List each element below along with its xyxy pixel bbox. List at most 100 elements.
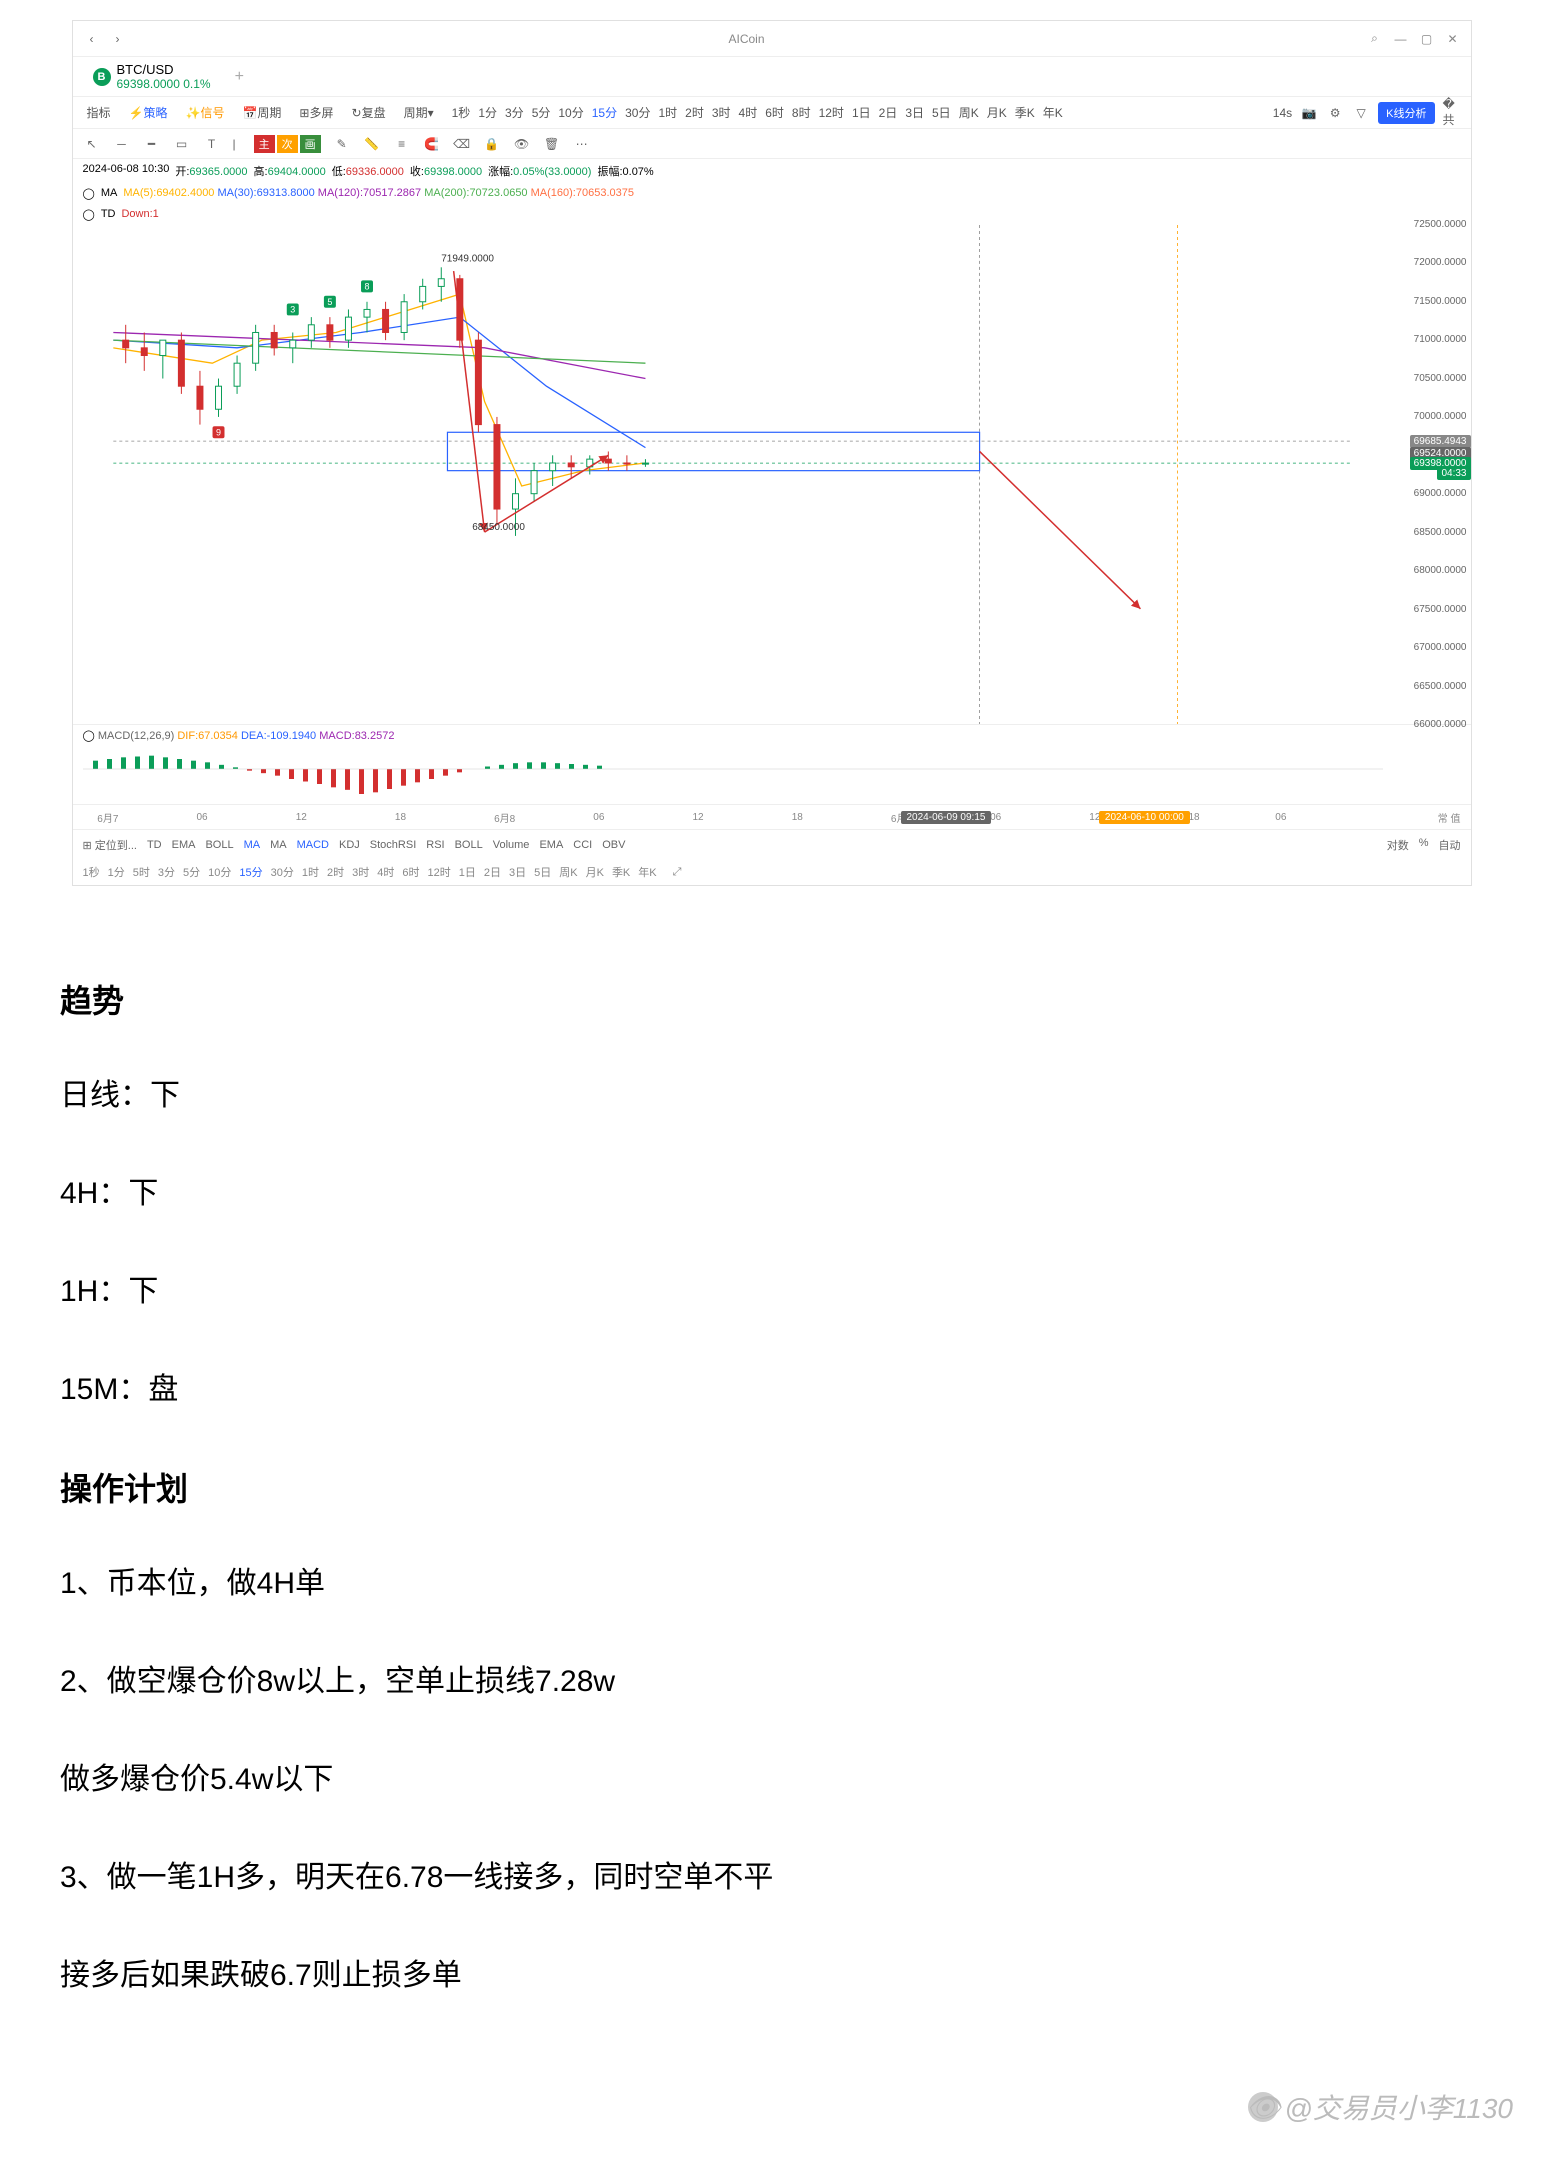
bottom-timeframe[interactable]: 月K xyxy=(586,867,604,879)
zhx-main[interactable]: 主 xyxy=(254,135,275,153)
forward-icon[interactable]: › xyxy=(109,30,127,48)
toolbar-cycle[interactable]: 周期▾ xyxy=(400,102,438,123)
timeframe-option[interactable]: 2日 xyxy=(875,104,902,122)
timeframe-option[interactable]: 10分 xyxy=(554,104,587,122)
fib-tool-icon[interactable]: ≡ xyxy=(393,135,411,153)
symbol-tab[interactable]: B BTC/USD 69398.0000 0.1% xyxy=(83,58,221,95)
indicator-item[interactable]: StochRSI xyxy=(370,839,416,851)
bottom-timeframe[interactable]: 2时 xyxy=(327,867,344,879)
ruler-tool-icon[interactable]: 📏 xyxy=(363,135,381,153)
close-icon[interactable]: ✕ xyxy=(1445,31,1461,47)
locate-button[interactable]: ⊞ 定位到... xyxy=(83,837,137,853)
timeframe-option[interactable]: 1秒 xyxy=(448,104,475,122)
bottom-timeframe[interactable]: 1秒 xyxy=(83,867,100,879)
x-right-1[interactable]: 常 xyxy=(1438,814,1448,825)
indicator-item[interactable]: MA xyxy=(244,839,261,851)
toolbar-signal[interactable]: ✨信号 xyxy=(181,102,228,123)
bottom-timeframe[interactable]: 6时 xyxy=(402,867,419,879)
bottom-timeframe[interactable]: 30分 xyxy=(271,867,294,879)
indicator-item[interactable]: EMA xyxy=(539,839,563,851)
magnet-tool-icon[interactable]: 🧲 xyxy=(423,135,441,153)
bottom-timeframe[interactable]: 1时 xyxy=(302,867,319,879)
indicator-item[interactable]: Volume xyxy=(493,839,530,851)
timeframe-option[interactable]: 1日 xyxy=(848,104,875,122)
chart-area[interactable]: 935871949.000068450.0000 72500.000072000… xyxy=(73,225,1471,725)
toolbar-indicator[interactable]: 指标 xyxy=(83,102,115,123)
minimize-icon[interactable]: — xyxy=(1393,31,1409,47)
x-right-2[interactable]: 值 xyxy=(1451,814,1461,825)
kline-analyze-button[interactable]: K线分析 xyxy=(1378,102,1434,124)
log-toggle[interactable]: 对数 xyxy=(1387,837,1409,853)
bottom-timeframe[interactable]: 季K xyxy=(612,867,630,879)
bottom-timeframe[interactable]: 5日 xyxy=(534,867,551,879)
timeframe-option[interactable]: 5分 xyxy=(528,104,555,122)
trash-tool-icon[interactable]: 🗑 xyxy=(543,135,561,153)
bottom-timeframe[interactable]: 5时 xyxy=(133,867,150,879)
timeframe-option[interactable]: 15分 xyxy=(588,104,621,122)
indicator-item[interactable]: CCI xyxy=(573,839,592,851)
timeframe-option[interactable]: 6时 xyxy=(761,104,788,122)
text-tool-icon[interactable]: T xyxy=(203,135,221,153)
auto-toggle[interactable]: 自动 xyxy=(1439,837,1461,853)
timeframe-option[interactable]: 年K xyxy=(1039,104,1067,122)
settings-icon[interactable]: ⚙ xyxy=(1326,104,1344,122)
timeframe-option[interactable]: 1分 xyxy=(474,104,501,122)
bottom-timeframe[interactable]: 15分 xyxy=(239,867,262,879)
bottom-timeframe[interactable]: 1日 xyxy=(459,867,476,879)
indicator-item[interactable]: RSI xyxy=(426,839,444,851)
timeframe-option[interactable]: 2时 xyxy=(681,104,708,122)
indicator-item[interactable]: EMA xyxy=(172,839,196,851)
indicator-item[interactable]: KDJ xyxy=(339,839,360,851)
bottom-timeframe[interactable]: 4时 xyxy=(377,867,394,879)
filter-icon[interactable]: ▽ xyxy=(1352,104,1370,122)
bottom-timeframe[interactable]: 3分 xyxy=(158,867,175,879)
pct-toggle[interactable]: % xyxy=(1419,837,1429,853)
timeframe-option[interactable]: 12时 xyxy=(815,104,848,122)
timeframe-option[interactable]: 8时 xyxy=(788,104,815,122)
toolbar-strategy[interactable]: ⚡策略 xyxy=(125,102,172,123)
zhx-draw[interactable]: 画 xyxy=(300,135,321,153)
indicator-item[interactable]: BOLL xyxy=(205,839,233,851)
share-icon[interactable]: �共 xyxy=(1443,104,1461,122)
brush-tool-icon[interactable]: ✎ xyxy=(333,135,351,153)
eye-tool-icon[interactable]: 👁 xyxy=(513,135,531,153)
timeframe-option[interactable]: 季K xyxy=(1011,104,1039,122)
bottom-timeframe[interactable]: 3日 xyxy=(509,867,526,879)
back-icon[interactable]: ‹ xyxy=(83,30,101,48)
timeframe-option[interactable]: 3分 xyxy=(501,104,528,122)
zhx-sub[interactable]: 次 xyxy=(277,135,298,153)
indicator-item[interactable]: MA xyxy=(270,839,287,851)
timeframe-option[interactable]: 周K xyxy=(955,104,983,122)
add-tab-button[interactable]: + xyxy=(235,68,244,86)
bottom-timeframe[interactable]: 10分 xyxy=(208,867,231,879)
toolbar-replay[interactable]: ↻复盘 xyxy=(348,102,390,123)
line-tool-icon[interactable]: ─ xyxy=(113,135,131,153)
indicator-item[interactable]: OBV xyxy=(602,839,625,851)
timeframe-option[interactable]: 1时 xyxy=(654,104,681,122)
indicator-item[interactable]: MACD xyxy=(297,839,329,851)
bottom-timeframe[interactable]: 12时 xyxy=(428,867,451,879)
cursor-tool-icon[interactable]: ↖ xyxy=(83,135,101,153)
timeframe-option[interactable]: 3日 xyxy=(901,104,928,122)
bottom-timeframe[interactable]: 1分 xyxy=(108,867,125,879)
eraser-tool-icon[interactable]: ⌫ xyxy=(453,135,471,153)
timeframe-option[interactable]: 5日 xyxy=(928,104,955,122)
toolbar-period[interactable]: 📅周期 xyxy=(238,102,285,123)
bottom-timeframe[interactable]: 2日 xyxy=(484,867,501,879)
hline-tool-icon[interactable]: ━ xyxy=(143,135,161,153)
maximize-icon[interactable]: ▢ xyxy=(1419,31,1435,47)
bottom-timeframe[interactable]: 周K xyxy=(559,867,577,879)
lock-tool-icon[interactable]: 🔒 xyxy=(483,135,501,153)
toolbar-multiscreen[interactable]: ⊞多屏 xyxy=(295,102,337,123)
indicator-item[interactable]: TD xyxy=(147,839,162,851)
camera-icon[interactable]: 📷 xyxy=(1300,104,1318,122)
bottom-timeframe[interactable]: 5分 xyxy=(183,867,200,879)
expand-icon[interactable]: ⤢ xyxy=(673,866,682,879)
timeframe-option[interactable]: 月K xyxy=(983,104,1011,122)
rect-tool-icon[interactable]: ▭ xyxy=(173,135,191,153)
more-tool-icon[interactable]: ⋯ xyxy=(573,135,591,153)
bottom-timeframe[interactable]: 年K xyxy=(638,867,656,879)
indicator-item[interactable]: BOLL xyxy=(455,839,483,851)
search-icon[interactable]: ⌕ xyxy=(1367,31,1383,47)
timeframe-option[interactable]: 3时 xyxy=(708,104,735,122)
